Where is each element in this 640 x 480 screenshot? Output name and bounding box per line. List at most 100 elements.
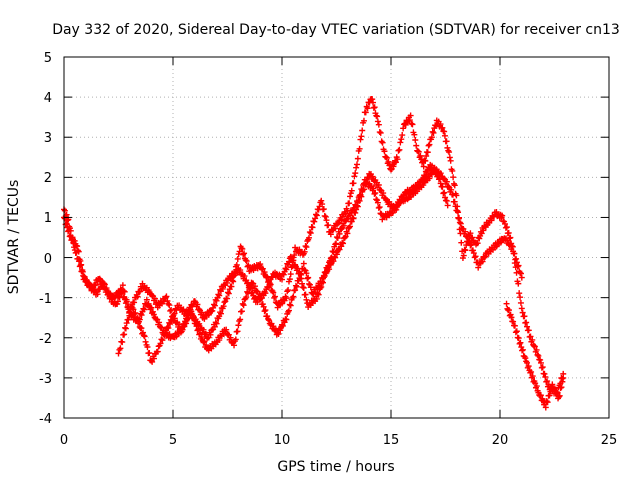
data-point: [168, 306, 175, 313]
data-point: [151, 355, 158, 362]
data-point: [219, 285, 226, 292]
data-point: [542, 404, 549, 411]
data-point: [119, 282, 126, 289]
data-point: [512, 329, 519, 336]
data-point: [326, 266, 333, 273]
data-point: [143, 296, 150, 303]
data-point: [138, 312, 145, 319]
data-point: [512, 264, 519, 271]
data-point: [168, 318, 175, 325]
data-point: [207, 331, 214, 338]
data-point: [519, 346, 526, 353]
data-point: [291, 252, 298, 259]
y-tick-label-neg1: -1: [39, 292, 52, 307]
data-point: [213, 320, 220, 327]
data-point: [81, 273, 88, 280]
data-point: [264, 313, 271, 320]
data-point: [488, 217, 495, 224]
data-point: [375, 204, 382, 211]
data-point: [61, 215, 68, 222]
data-point: [519, 309, 526, 316]
data-point: [237, 316, 244, 323]
data-point: [300, 260, 307, 267]
data-point: [435, 176, 442, 183]
data-point: [558, 384, 565, 391]
data-point: [283, 316, 290, 323]
data-point: [510, 318, 517, 325]
data-point: [292, 282, 299, 289]
data-point: [362, 109, 369, 116]
y-tick-label-neg4: -4: [39, 412, 52, 427]
data-point: [241, 250, 248, 257]
data-point: [211, 323, 218, 330]
data-point: [141, 333, 148, 340]
data-point: [430, 129, 437, 136]
data-point: [211, 302, 218, 309]
data-point: [240, 302, 247, 309]
data-point: [130, 306, 137, 313]
data-point: [244, 279, 251, 286]
data-point: [479, 258, 486, 265]
data-point: [466, 238, 473, 245]
data-point: [444, 144, 451, 151]
data-point: [307, 230, 314, 237]
data-point: [195, 326, 202, 333]
data-point: [157, 340, 164, 347]
data-point: [397, 198, 404, 205]
data-point: [65, 227, 72, 234]
data-point: [285, 261, 292, 268]
data-point: [395, 147, 402, 154]
data-point: [529, 373, 536, 380]
x-tick-label-10: 10: [274, 433, 291, 448]
data-point: [537, 392, 544, 399]
data-point: [242, 257, 249, 264]
data-point: [123, 296, 130, 303]
data-point: [348, 187, 355, 194]
data-point: [458, 239, 465, 246]
data-point: [471, 254, 478, 261]
data-point: [517, 299, 524, 306]
data-point: [166, 302, 173, 309]
data-point: [441, 189, 448, 196]
data-point: [517, 294, 524, 301]
data-point: [425, 142, 432, 149]
data-point: [192, 320, 199, 327]
data-point: [163, 293, 170, 300]
data-point: [181, 321, 188, 328]
data-point: [385, 158, 392, 165]
data-point: [313, 295, 320, 302]
data-point: [302, 243, 309, 250]
data-point: [167, 321, 174, 328]
data-point: [260, 303, 267, 310]
data-point: [513, 269, 520, 276]
data-point: [362, 181, 369, 188]
data-point: [525, 327, 532, 334]
data-point: [344, 230, 351, 237]
data-point: [511, 322, 518, 329]
data-point: [317, 284, 324, 291]
data-point: [307, 284, 314, 291]
data-point: [315, 291, 322, 298]
data-point: [422, 157, 429, 164]
data-point: [229, 277, 236, 284]
data-point: [413, 142, 420, 149]
data-point: [140, 329, 147, 336]
data-point: [339, 239, 346, 246]
data-point: [516, 340, 523, 347]
data-point: [232, 336, 239, 343]
data-point: [116, 294, 123, 301]
data-point: [381, 148, 388, 155]
data-point: [420, 163, 427, 170]
data-point: [225, 290, 232, 297]
data-point: [507, 234, 514, 241]
chart-title: Day 332 of 2020, Sidereal Day-to-day VTE…: [52, 22, 620, 38]
data-point: [386, 162, 393, 169]
data-point: [299, 251, 306, 258]
data-point: [231, 342, 238, 349]
data-point: [429, 128, 436, 135]
data-point: [546, 392, 553, 399]
data-point: [505, 307, 512, 314]
data-point: [303, 244, 310, 251]
data-point: [239, 245, 246, 252]
